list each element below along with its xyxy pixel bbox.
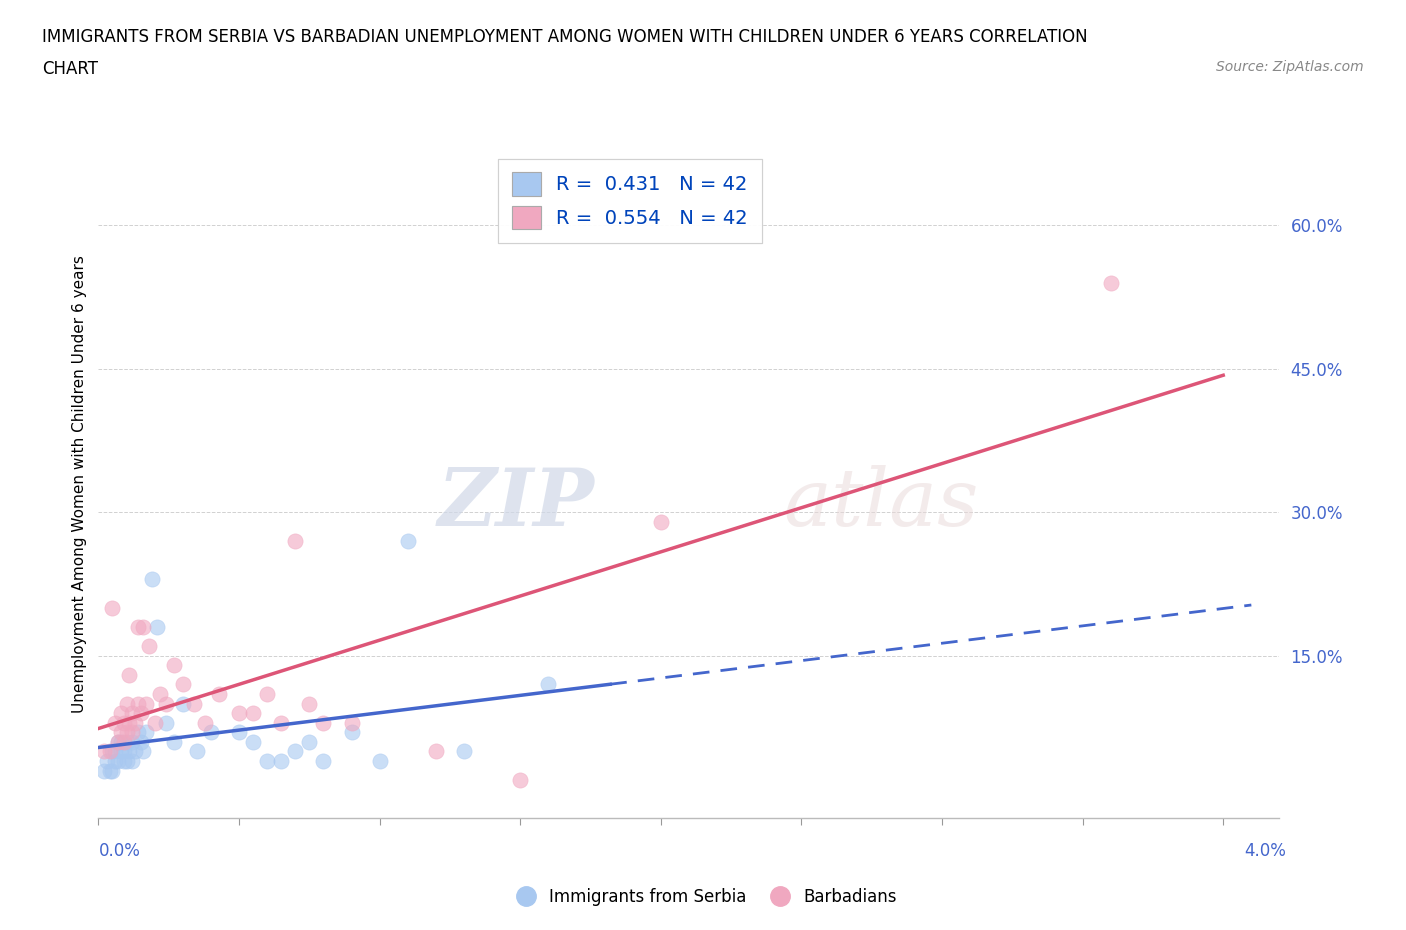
Point (149, 686, 172, 701)
Point (284, 534, 307, 549)
Point (256, 753, 278, 768)
Text: 0.0%: 0.0% (98, 842, 141, 860)
Point (101, 744, 124, 759)
Point (127, 724, 149, 739)
Point (155, 697, 177, 711)
Point (368, 753, 391, 768)
Point (115, 697, 138, 711)
Point (124, 744, 146, 759)
Point (112, 753, 135, 768)
Point (509, 773, 531, 788)
Point (132, 619, 155, 634)
Point (453, 744, 475, 759)
Point (298, 735, 321, 750)
Point (110, 744, 132, 759)
Point (118, 744, 141, 759)
Point (93, 764, 115, 778)
Point (155, 715, 177, 730)
Point (194, 715, 217, 730)
Point (256, 686, 278, 701)
Point (121, 753, 143, 768)
Point (93, 744, 115, 759)
Point (340, 715, 363, 730)
Text: Source: ZipAtlas.com: Source: ZipAtlas.com (1216, 60, 1364, 74)
Text: CHART: CHART (42, 60, 98, 78)
Point (107, 735, 129, 750)
Point (163, 658, 186, 672)
Point (110, 724, 132, 739)
Point (121, 724, 143, 739)
Point (129, 706, 152, 721)
Point (135, 697, 157, 711)
Point (228, 706, 250, 721)
Point (208, 686, 231, 701)
Legend: R =  0.431   N = 42, R =  0.554   N = 42: R = 0.431 N = 42, R = 0.554 N = 42 (498, 158, 762, 243)
Point (118, 668, 141, 683)
Point (228, 724, 250, 739)
Point (200, 724, 222, 739)
Point (242, 706, 264, 721)
Point (425, 744, 447, 759)
Point (127, 619, 149, 634)
Point (104, 744, 127, 759)
Point (112, 744, 135, 759)
Point (115, 724, 138, 739)
Point (186, 744, 208, 759)
Point (172, 677, 194, 692)
Y-axis label: Unemployment Among Women with Children Under 6 years: Unemployment Among Women with Children U… (72, 255, 87, 712)
Point (121, 735, 143, 750)
Point (110, 706, 132, 721)
Text: 4.0%: 4.0% (1244, 842, 1286, 860)
Point (650, 514, 672, 529)
Point (312, 753, 335, 768)
Point (101, 601, 124, 616)
Point (118, 715, 141, 730)
Point (112, 735, 135, 750)
Point (124, 715, 146, 730)
Point (143, 715, 166, 730)
Point (104, 715, 127, 730)
Point (107, 753, 129, 768)
Point (537, 677, 560, 692)
Point (312, 715, 335, 730)
Point (112, 715, 135, 730)
Point (340, 724, 363, 739)
Point (107, 735, 129, 750)
Point (270, 753, 292, 768)
Point (115, 753, 138, 768)
Point (132, 744, 155, 759)
Point (98, 744, 121, 759)
Point (242, 735, 264, 750)
Point (183, 697, 205, 711)
Point (115, 735, 138, 750)
Point (129, 735, 152, 750)
Text: IMMIGRANTS FROM SERBIA VS BARBADIAN UNEMPLOYMENT AMONG WOMEN WITH CHILDREN UNDER: IMMIGRANTS FROM SERBIA VS BARBADIAN UNEM… (42, 28, 1088, 46)
Point (270, 715, 292, 730)
Point (110, 735, 132, 750)
Point (298, 697, 321, 711)
Point (135, 724, 157, 739)
Text: ZIP: ZIP (437, 465, 595, 542)
Point (146, 619, 169, 634)
Point (141, 572, 163, 587)
Point (1099, 275, 1122, 290)
Point (96, 753, 118, 768)
Point (284, 744, 307, 759)
Point (172, 697, 194, 711)
Point (101, 764, 124, 778)
Point (396, 534, 419, 549)
Text: atlas: atlas (783, 465, 979, 542)
Point (163, 735, 186, 750)
Point (138, 639, 160, 654)
Legend: Immigrants from Serbia, Barbadians: Immigrants from Serbia, Barbadians (502, 881, 904, 912)
Point (127, 697, 149, 711)
Point (104, 753, 127, 768)
Point (98, 764, 121, 778)
Point (121, 706, 143, 721)
